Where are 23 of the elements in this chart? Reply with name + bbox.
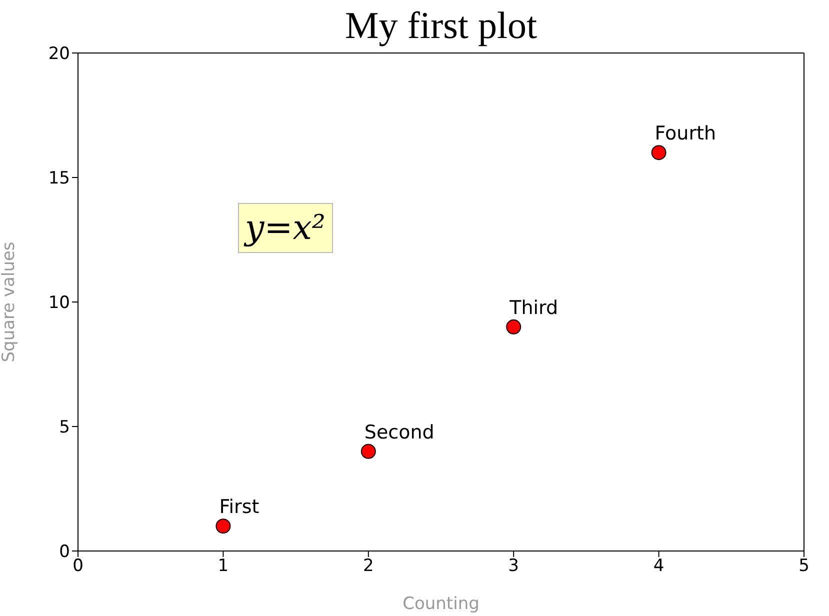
x-tick-label: 2 (362, 556, 374, 576)
x-axis-title: Counting (402, 594, 480, 614)
x-tick-label: 4 (653, 556, 664, 576)
annotation: Second (364, 421, 434, 444)
x-tick-label: 3 (508, 556, 520, 576)
x-tick-label: 0 (72, 556, 84, 576)
y-tick-label: 15 (48, 168, 70, 189)
annotation: Third (508, 296, 558, 319)
y-tick-label: 10 (48, 293, 70, 314)
chart-title: My first plot (344, 4, 538, 48)
point (360, 444, 376, 459)
annotation: y=x² (238, 203, 333, 253)
y-tick-label: 5 (59, 418, 70, 438)
point (216, 518, 231, 534)
y-tick-label: 0 (59, 542, 70, 562)
x-tick-label: 1 (218, 556, 229, 576)
annotation: First (219, 496, 260, 518)
x-tick-label: 5 (798, 556, 810, 576)
y-tick-label: 20 (48, 44, 70, 64)
y-axis-title: Square values (0, 242, 20, 362)
annotation: Fourth (654, 122, 716, 145)
point (506, 319, 522, 334)
point (651, 145, 666, 160)
